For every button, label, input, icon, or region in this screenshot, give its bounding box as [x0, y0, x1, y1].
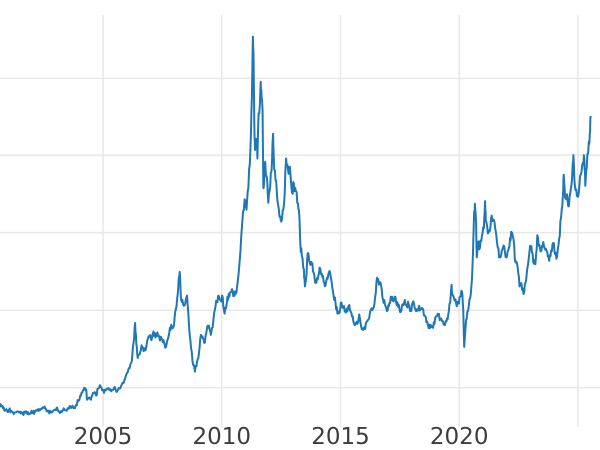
x-tick-label: 2015 — [311, 424, 370, 450]
price-line — [0, 35, 592, 416]
x-tick-label: 2020 — [429, 424, 489, 450]
x-tick-label: 2005 — [73, 424, 133, 450]
x-tick-label: 2010 — [192, 424, 252, 450]
